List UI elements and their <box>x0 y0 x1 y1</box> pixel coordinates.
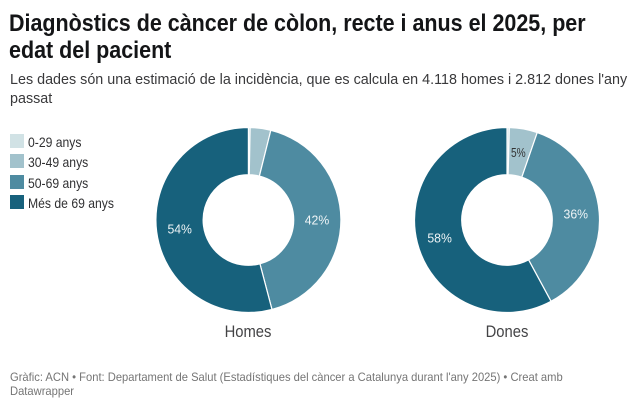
svg-text:5%: 5% <box>511 145 526 160</box>
svg-text:36%: 36% <box>564 207 589 222</box>
svg-text:42%: 42% <box>305 213 330 228</box>
svg-text:58%: 58% <box>427 231 452 246</box>
svg-text:54%: 54% <box>167 222 192 237</box>
